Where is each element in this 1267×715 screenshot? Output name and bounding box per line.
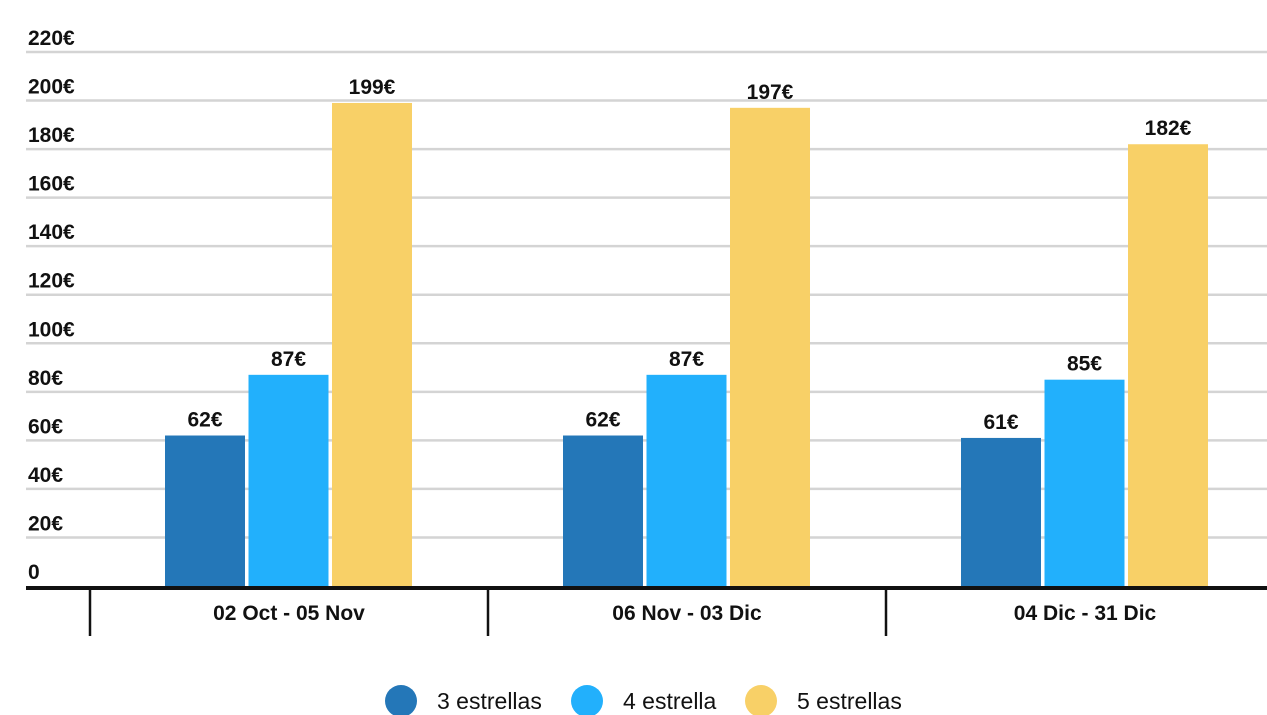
legend: 3 estrellas 4 estrella 5 estrellas (385, 685, 902, 715)
data-label: 61€ (983, 411, 1018, 434)
y-tick-label: 220€ (28, 27, 75, 50)
y-axis-ticks: 0 20€ 40€ 60€ 80€ 100€ 120€ 140€ 160€ 180€ 200€ 220… (28, 27, 75, 584)
data-labels: 62€ 87€ 199€ 62€ 87€ 197€ 61€ 85€ 182€ (187, 76, 1191, 434)
bar (332, 102, 412, 587)
bar (563, 435, 643, 586)
x-tick-label: 04 Dic - 31 Dic (1014, 602, 1157, 625)
data-label: 62€ (585, 409, 620, 432)
data-label: 182€ (1145, 117, 1192, 140)
y-tick-label: 20€ (28, 512, 63, 535)
bar (961, 437, 1041, 586)
legend-label: 4 estrella (623, 688, 717, 714)
y-tick-label: 80€ (28, 367, 63, 390)
bar (1044, 379, 1125, 586)
y-tick-label: 200€ (28, 76, 75, 99)
y-tick-label: 100€ (28, 318, 75, 341)
data-label: 87€ (271, 348, 306, 371)
legend-swatch (745, 685, 777, 715)
legend-swatch (385, 685, 417, 715)
y-tick-label: 160€ (28, 173, 75, 196)
data-label: 85€ (1067, 353, 1102, 376)
bar (1128, 144, 1208, 586)
x-axis (26, 586, 1267, 636)
data-label: 197€ (747, 81, 794, 104)
x-tick-label: 06 Nov - 03 Dic (612, 602, 762, 625)
data-label: 62€ (187, 409, 222, 432)
bar (730, 107, 810, 586)
data-label: 87€ (669, 348, 704, 371)
y-tick-label: 60€ (28, 415, 63, 438)
bars (165, 102, 1208, 587)
y-tick-label: 0 (28, 561, 40, 584)
legend-swatch (571, 685, 603, 715)
bar (646, 374, 727, 586)
bar (248, 374, 329, 586)
bar (165, 435, 245, 586)
data-label: 199€ (349, 76, 396, 99)
y-tick-label: 180€ (28, 124, 75, 147)
legend-label: 3 estrellas (437, 688, 542, 714)
x-tick-label: 02 Oct - 05 Nov (213, 602, 365, 625)
x-axis-ticks: 02 Oct - 05 Nov 06 Nov - 03 Dic 04 Dic - 3… (213, 602, 1156, 625)
legend-label: 5 estrellas (797, 688, 902, 714)
y-tick-label: 120€ (28, 270, 75, 293)
y-tick-label: 140€ (28, 221, 75, 244)
y-tick-label: 40€ (28, 464, 63, 487)
